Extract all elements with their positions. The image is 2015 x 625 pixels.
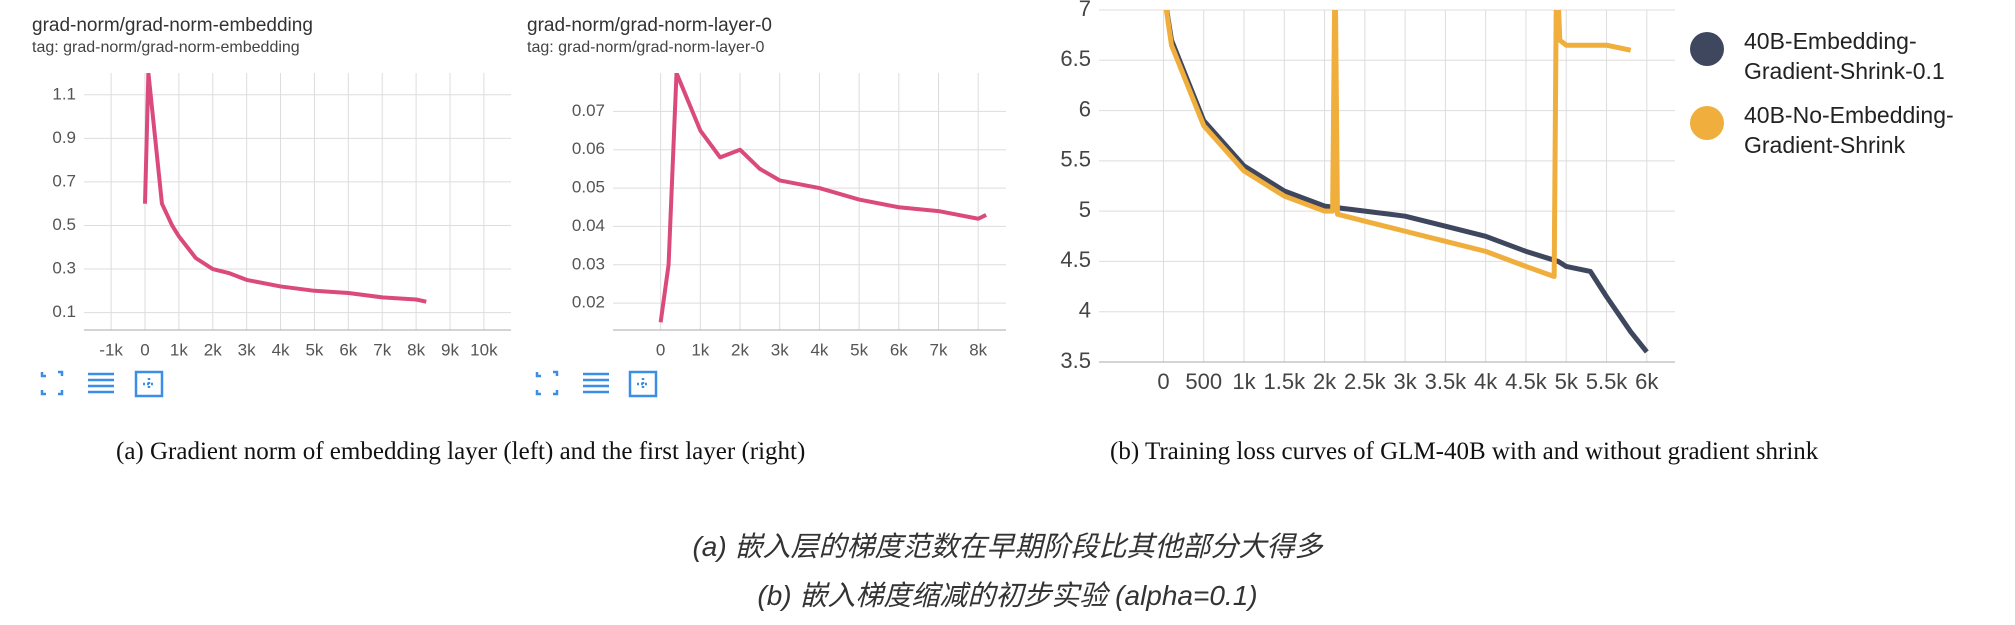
x-tick-label: 4k [1474,369,1498,394]
note: (a) 嵌入层的梯度范数在早期阶段比其他部分大得多 [692,531,1323,562]
x-tick-label: 3k [771,340,789,359]
figure: grad-norm/grad-norm-embedding tag: grad-… [32,0,1675,398]
y-tick-label: 0.3 [52,259,76,278]
y-tick-label: 3.5 [1060,348,1091,373]
x-tick-label: 4k [810,340,828,359]
legend-swatch [1690,32,1724,66]
x-tick-label: 4k [272,340,290,359]
x-tick-label: 6k [339,340,357,359]
x-tick-label: 3k [1394,369,1418,394]
x-tick-label: 5k [850,340,868,359]
x-tick-label: 1k [1232,369,1256,394]
x-tick-label: 6k [1635,369,1659,394]
x-tick-label: 5k [305,340,323,359]
y-tick-label: 5 [1079,197,1091,222]
x-tick-label: 0 [656,340,665,359]
y-tick-label: 5.5 [1060,147,1091,172]
x-tick-label: 8k [969,340,987,359]
legend-label: 40B-Embedding-Gradient-Shrink-0.1 [1744,28,1945,84]
x-tick-label: 7k [930,340,948,359]
x-tick-label: 9k [441,340,459,359]
x-tick-label: 3.5k [1425,369,1468,394]
y-tick-label: 7 [1079,0,1091,21]
y-tick-label: 0.05 [572,178,605,197]
x-tick-label: 6k [890,340,908,359]
x-tick-label: 500 [1185,369,1222,394]
x-tick-label: -1k [99,340,123,359]
toolbar-icons[interactable] [40,370,658,398]
caption: (a) Gradient norm of embedding layer (le… [116,438,806,465]
y-tick-label: 1.1 [52,84,76,103]
x-tick-label: 1k [170,340,188,359]
caption: (b) Training loss curves of GLM-40B with… [1110,438,1819,465]
x-tick-label: 5.5k [1586,369,1629,394]
x-tick-label: 3k [238,340,256,359]
x-tick-label: 2k [204,340,222,359]
legend-item[interactable]: 40B-Embedding-Gradient-Shrink-0.1 [1690,26,1974,86]
y-tick-label: 0.7 [52,171,76,190]
y-tick-label: 0.02 [572,293,605,312]
x-tick-label: 7k [373,340,391,359]
chart-title: grad-norm/grad-norm-embedding [32,15,313,36]
y-tick-label: 0.03 [572,254,605,273]
chart-title: grad-norm/grad-norm-layer-0 [527,15,772,36]
legend-label: 40B-No-Embedding-Gradient-Shrink [1744,102,1954,158]
x-tick-label: 0 [140,340,149,359]
legend-item[interactable]: 40B-No-Embedding-Gradient-Shrink [1690,100,1974,160]
y-tick-label: 0.06 [572,139,605,158]
legend-swatch [1690,106,1724,140]
y-tick-label: 6 [1079,96,1091,121]
x-tick-label: 1.5k [1263,369,1306,394]
x-tick-label: 4.5k [1505,369,1548,394]
x-tick-label: 1k [691,340,709,359]
y-tick-label: 0.9 [52,128,76,147]
y-tick-label: 6.5 [1060,46,1091,71]
x-tick-label: 2k [731,340,749,359]
chart-subtitle: tag: grad-norm/grad-norm-embedding [32,39,300,56]
y-tick-label: 0.07 [572,101,605,120]
note: (b) 嵌入梯度缩减的初步实验 (alpha=0.1) [757,580,1258,611]
x-tick-label: 8k [407,340,425,359]
y-tick-label: 4 [1079,298,1091,323]
x-tick-label: 0 [1157,369,1169,394]
series-line [143,73,427,304]
y-tick-label: 4.5 [1060,247,1091,272]
series-line [658,73,988,323]
series-line [1163,10,1632,280]
y-tick-label: 0.1 [52,302,76,321]
x-tick-label: 2k [1313,369,1337,394]
x-tick-label: 10k [470,340,498,359]
chart-subtitle: tag: grad-norm/grad-norm-layer-0 [527,39,765,56]
x-tick-label: 5k [1555,369,1579,394]
y-tick-label: 0.5 [52,215,76,234]
x-tick-label: 2.5k [1344,369,1387,394]
y-tick-label: 0.04 [572,216,605,235]
